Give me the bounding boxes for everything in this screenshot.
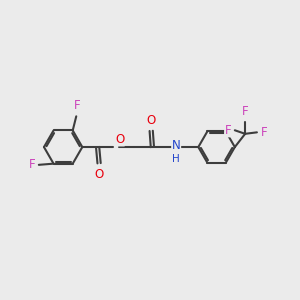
Text: O: O [115,133,124,146]
Text: F: F [242,106,248,118]
Text: F: F [225,124,231,137]
Text: F: F [74,100,80,112]
Text: F: F [260,126,267,139]
Text: O: O [94,168,104,181]
Text: N: N [172,140,181,152]
Text: O: O [146,114,155,127]
Text: H: H [172,154,180,164]
Text: F: F [29,158,35,171]
